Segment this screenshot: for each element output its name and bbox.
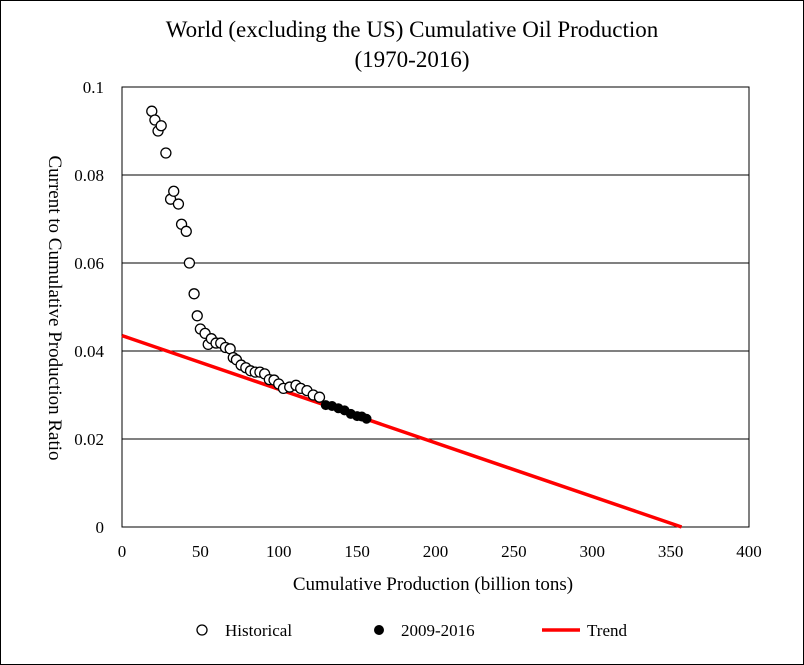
y-tick-label: 0.08 [74, 166, 104, 185]
y-tick-label: 0.02 [74, 430, 104, 449]
x-tick-label: 0 [118, 542, 127, 561]
historical-point [155, 120, 167, 132]
trend-line [121, 333, 683, 529]
x-tick-label: 400 [736, 542, 762, 561]
y-tick-labels: 0 0.02 0.04 0.06 0.08 0.1 [74, 78, 104, 537]
legend: Historical 2009-2016 Trend [196, 621, 627, 640]
historical-point [183, 257, 196, 269]
chart-subtitle: (1970-2016) [355, 47, 470, 72]
historical-point [180, 225, 192, 237]
y-tick-label: 0.06 [74, 254, 104, 273]
legend-trend-label: Trend [587, 621, 627, 640]
y-tick-label: 0 [96, 518, 105, 537]
historical-series [146, 105, 326, 403]
historical-point [191, 310, 203, 322]
legend-historical-marker [196, 624, 208, 636]
chart-title: World (excluding the US) Cumulative Oil … [166, 17, 659, 42]
x-tick-label: 350 [658, 542, 684, 561]
historical-point [160, 147, 172, 159]
recent-point [361, 413, 372, 424]
x-tick-label: 150 [344, 542, 370, 561]
y-tick-label: 0.1 [83, 78, 104, 97]
grid-lines [122, 174, 749, 440]
x-tick-label: 250 [501, 542, 527, 561]
historical-point [172, 198, 185, 210]
historical-point [168, 185, 180, 197]
recent-series [320, 400, 372, 424]
x-tick-label: 50 [192, 542, 209, 561]
legend-recent-label: 2009-2016 [401, 621, 475, 640]
y-axis-label: Current to Cumulative Production Ratio [44, 155, 65, 460]
x-tick-label: 100 [266, 542, 292, 561]
x-tick-label: 200 [423, 542, 449, 561]
plot-area [121, 86, 750, 528]
x-axis-label: Cumulative Production (billion tons) [293, 574, 573, 595]
historical-point [313, 391, 326, 403]
historical-point [188, 288, 200, 300]
x-tick-label: 300 [580, 542, 606, 561]
x-tick-labels: 0 50 100 150 200 250 300 350 400 [118, 542, 762, 561]
legend-recent-marker [374, 625, 384, 635]
y-tick-label: 0.04 [74, 342, 104, 361]
legend-historical-label: Historical [225, 621, 292, 640]
trend-series [121, 333, 683, 529]
